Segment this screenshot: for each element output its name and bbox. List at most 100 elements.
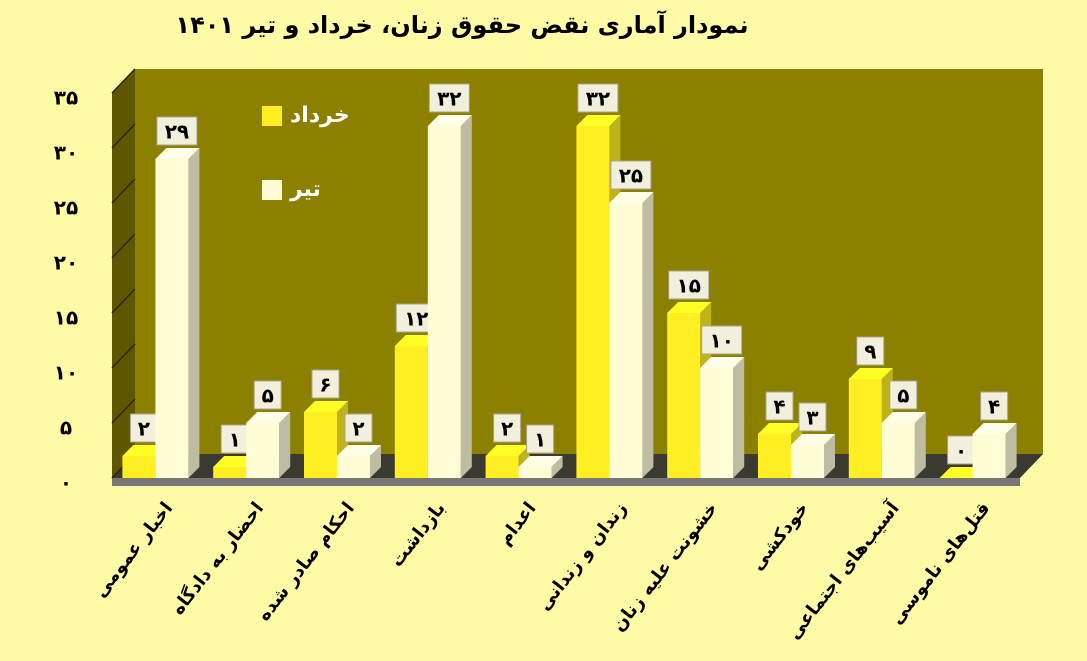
data-label: ۱۵ <box>676 274 700 298</box>
data-label-box <box>493 413 522 443</box>
bar <box>609 192 654 478</box>
data-label-box <box>980 391 1009 421</box>
bar-front <box>304 412 337 478</box>
grid-line <box>111 178 136 204</box>
bar-front <box>791 445 824 478</box>
bar <box>394 335 439 478</box>
data-label: ۱ <box>229 428 241 452</box>
bar-front <box>758 434 791 478</box>
bar-top <box>848 368 893 379</box>
bar <box>427 115 472 478</box>
bar-side <box>1005 423 1017 478</box>
bar-side <box>188 148 200 478</box>
data-label-box <box>889 380 918 410</box>
bar-front <box>427 126 461 478</box>
bar-front <box>518 467 552 478</box>
bar-top <box>758 423 802 434</box>
data-label: ۰ <box>955 439 967 463</box>
data-label: ۲۹ <box>165 120 189 144</box>
y-tick-label: ۲۰ <box>54 251 78 275</box>
bar <box>972 423 1017 478</box>
data-label-box <box>526 424 555 454</box>
bar-top <box>485 445 530 456</box>
bar-side <box>824 434 835 478</box>
bar-front <box>122 456 156 478</box>
data-label: ۱ <box>534 428 546 452</box>
bar <box>881 412 926 478</box>
bar-side <box>733 357 745 478</box>
data-label-box <box>129 413 158 443</box>
bar-front <box>485 456 519 478</box>
bar-top <box>337 445 381 456</box>
data-label: ۱۲ <box>404 307 428 331</box>
bar-top <box>667 302 712 313</box>
y-tick-label: ۱۵ <box>54 306 78 330</box>
bar-top <box>518 456 563 467</box>
bar-top <box>155 148 200 159</box>
grid-line <box>111 123 136 149</box>
data-label-box <box>220 424 249 454</box>
data-label: ۴ <box>773 395 785 419</box>
bar-top <box>609 192 654 203</box>
bar <box>246 412 291 478</box>
data-label: ۲ <box>138 417 150 441</box>
bar-front <box>667 313 701 478</box>
grid-line <box>111 398 136 424</box>
data-label-box <box>765 391 794 421</box>
bar-top <box>246 412 291 423</box>
bar-top <box>427 115 472 126</box>
bar <box>337 445 381 478</box>
grid-line <box>111 343 136 369</box>
bar-front <box>155 159 189 478</box>
bar-side <box>914 412 926 478</box>
data-label-box <box>156 116 198 146</box>
bar-top <box>700 357 745 368</box>
chart-title: نمودار آماری نقض حقوق زنان، خرداد و تیر … <box>175 10 748 39</box>
data-label-box <box>668 270 710 300</box>
data-label: ۳۲ <box>437 87 461 111</box>
data-label: ۲۵ <box>619 164 643 188</box>
bar-top <box>304 401 348 412</box>
data-label: ۵ <box>897 384 909 408</box>
data-label-box <box>253 380 282 410</box>
y-tick-label: ۵ <box>60 416 72 440</box>
data-label: ۴ <box>988 395 1000 419</box>
y-tick-label: ۱۰ <box>54 361 78 385</box>
bar-front <box>213 467 247 478</box>
bar-front <box>394 346 428 478</box>
bar <box>700 357 745 478</box>
data-label: ۶ <box>319 373 331 397</box>
bar-top <box>881 412 926 423</box>
bar-front <box>609 203 643 478</box>
data-label: ۲ <box>501 417 513 441</box>
bar-top <box>791 434 835 445</box>
data-label-box <box>610 160 652 190</box>
data-label-box <box>798 402 827 432</box>
bar-top <box>576 115 621 126</box>
data-label-box <box>344 413 373 443</box>
bar-side <box>642 192 654 478</box>
data-label-box <box>947 435 976 465</box>
bar <box>791 434 835 478</box>
bar <box>304 401 348 478</box>
bar-side <box>551 456 563 478</box>
bar-front <box>337 456 370 478</box>
data-label: ۹ <box>864 340 876 364</box>
bar-top <box>972 423 1017 434</box>
bar-side <box>460 115 472 478</box>
legend-swatch <box>262 180 282 200</box>
data-label-box <box>856 336 885 366</box>
data-label: ۱۰ <box>709 329 733 353</box>
grid-line <box>111 233 136 259</box>
bar-front <box>881 423 915 478</box>
y-tick-label: ۳۵ <box>54 86 78 110</box>
data-label: ۳۲ <box>586 87 610 111</box>
side-wall <box>112 69 135 478</box>
legend-swatch <box>262 106 282 126</box>
legend-label: تیر <box>289 177 321 202</box>
bar-front <box>700 368 734 478</box>
bar-front <box>246 423 280 478</box>
grid-line <box>111 288 136 314</box>
